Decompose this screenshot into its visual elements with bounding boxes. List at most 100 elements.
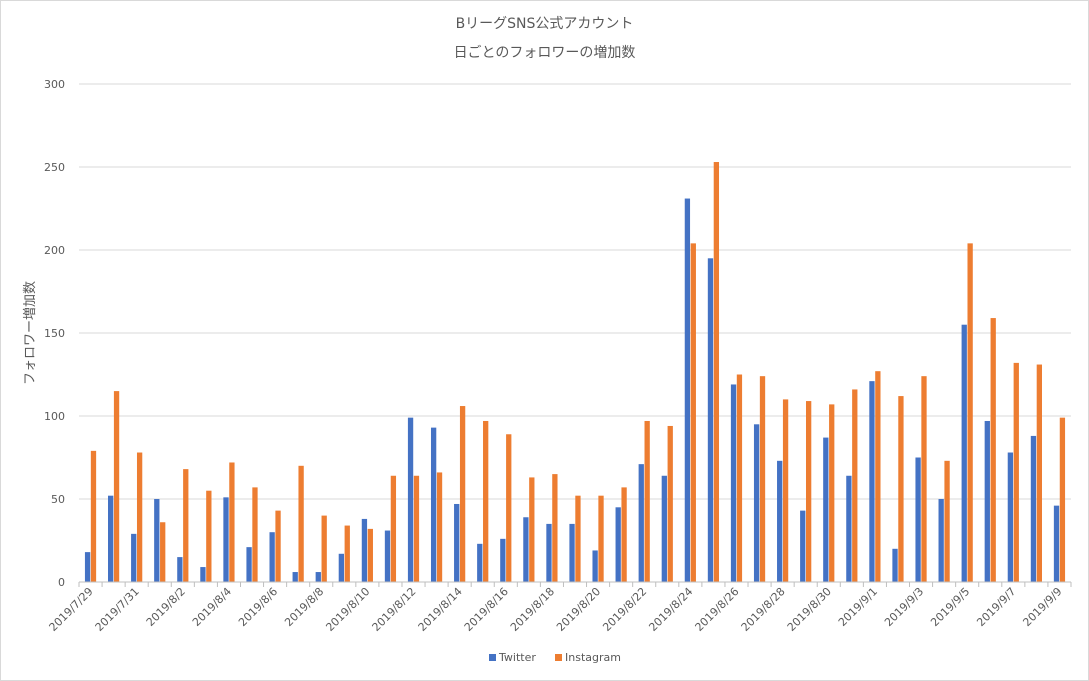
legend-swatch-twitter bbox=[489, 654, 496, 661]
bar-instagram bbox=[206, 490, 212, 582]
bar-twitter bbox=[523, 517, 529, 582]
bar-twitter bbox=[131, 533, 137, 582]
bar-instagram bbox=[921, 376, 927, 582]
bar-instagram bbox=[898, 396, 904, 582]
bar-instagram bbox=[483, 420, 489, 582]
bar-instagram bbox=[829, 404, 835, 582]
x-tick-label: 2019/8/26 bbox=[693, 585, 742, 634]
y-tick-label: 300 bbox=[44, 78, 65, 91]
bar-instagram bbox=[621, 487, 627, 582]
bar-twitter bbox=[546, 523, 552, 582]
legend-label-instagram: Instagram bbox=[565, 651, 621, 664]
bar-instagram bbox=[1059, 417, 1066, 582]
bar-twitter bbox=[753, 424, 760, 582]
bar-instagram bbox=[321, 515, 327, 582]
bar-twitter bbox=[869, 381, 875, 582]
bar-twitter bbox=[223, 497, 229, 582]
bar-instagram bbox=[1036, 364, 1042, 582]
bar-twitter bbox=[984, 420, 990, 582]
bar-instagram bbox=[367, 528, 373, 582]
x-tick-label: 2019/8/22 bbox=[600, 585, 649, 634]
bar-instagram bbox=[413, 475, 420, 582]
x-tick-label: 2019/8/2 bbox=[144, 585, 188, 629]
bar-twitter bbox=[292, 572, 298, 582]
x-tick-label: 2019/8/6 bbox=[236, 585, 280, 629]
bar-twitter bbox=[638, 464, 644, 582]
bar-instagram bbox=[136, 452, 143, 582]
bars bbox=[84, 162, 1066, 583]
bar-twitter bbox=[892, 548, 898, 582]
bar-instagram bbox=[782, 399, 789, 582]
bar-instagram bbox=[160, 522, 166, 582]
bar-twitter bbox=[477, 543, 483, 582]
bar-twitter bbox=[800, 510, 806, 582]
x-tick-label: 2019/9/1 bbox=[836, 585, 880, 629]
bar-twitter bbox=[730, 384, 737, 582]
legend: Twitter Instagram bbox=[489, 651, 621, 664]
bar-twitter bbox=[315, 572, 321, 582]
bar-twitter bbox=[846, 475, 852, 582]
bar-instagram bbox=[298, 465, 304, 582]
bar-instagram bbox=[344, 525, 350, 582]
bar-instagram bbox=[575, 495, 581, 582]
bar-instagram bbox=[736, 374, 743, 582]
y-tick-label: 250 bbox=[44, 161, 65, 174]
bar-instagram bbox=[183, 469, 189, 582]
x-tick-label: 2019/8/10 bbox=[323, 585, 372, 634]
bar-twitter bbox=[246, 547, 252, 582]
bar-instagram bbox=[598, 495, 604, 582]
bar-twitter bbox=[338, 553, 345, 582]
y-tick-label: 0 bbox=[58, 576, 65, 589]
bar-twitter bbox=[269, 532, 275, 582]
bar-twitter bbox=[707, 258, 714, 582]
x-tick-label: 2019/9/3 bbox=[882, 585, 926, 629]
x-tick-label: 2019/8/16 bbox=[462, 585, 511, 634]
bar-twitter bbox=[454, 503, 460, 582]
bar-instagram bbox=[990, 318, 996, 582]
bar-twitter bbox=[615, 507, 621, 582]
bar-twitter bbox=[430, 427, 437, 582]
bar-instagram bbox=[667, 425, 673, 582]
x-tick-label: 2019/8/18 bbox=[508, 585, 557, 634]
bar-twitter bbox=[777, 460, 783, 582]
bar-instagram bbox=[529, 477, 535, 582]
bar-instagram bbox=[759, 376, 766, 582]
bar-instagram bbox=[436, 472, 443, 582]
bar-twitter bbox=[361, 518, 368, 582]
bar-instagram bbox=[875, 371, 881, 582]
bar-instagram bbox=[713, 162, 720, 582]
bar-twitter bbox=[1007, 452, 1014, 582]
x-tick-label: 2019/7/31 bbox=[93, 585, 142, 634]
x-tick-label: 2019/8/4 bbox=[190, 585, 234, 629]
bar-twitter bbox=[569, 523, 575, 582]
legend-label-twitter: Twitter bbox=[498, 651, 536, 664]
bar-twitter bbox=[938, 499, 944, 582]
bar-twitter bbox=[1053, 505, 1060, 582]
bar-twitter bbox=[200, 567, 206, 582]
bar-instagram bbox=[90, 450, 97, 582]
bar-instagram bbox=[113, 391, 120, 582]
bar-instagram bbox=[459, 406, 466, 582]
gridlines bbox=[79, 83, 1071, 500]
bar-twitter bbox=[1030, 435, 1037, 582]
y-tick-label: 200 bbox=[44, 244, 65, 257]
bar-instagram bbox=[506, 434, 512, 582]
bar-twitter bbox=[961, 324, 967, 582]
x-tick-label: 2019/7/29 bbox=[47, 585, 96, 634]
bar-instagram bbox=[252, 487, 258, 582]
bar-instagram bbox=[552, 474, 558, 582]
y-axis-title: フォロワー増加数 bbox=[23, 281, 38, 385]
bar-instagram bbox=[1013, 362, 1019, 582]
chart-subtitle: 日ごとのフォロワーの増加数 bbox=[453, 45, 636, 61]
x-tick-label: 2019/8/12 bbox=[370, 585, 419, 634]
bar-instagram bbox=[229, 462, 235, 582]
x-tick-label: 2019/8/30 bbox=[785, 585, 834, 634]
x-tick-label: 2019/8/20 bbox=[554, 585, 603, 634]
bar-instagram bbox=[805, 401, 812, 582]
bar-twitter bbox=[661, 475, 667, 582]
x-tick-label: 2019/8/28 bbox=[739, 585, 788, 634]
bar-instagram bbox=[390, 475, 397, 582]
bar-twitter bbox=[84, 552, 91, 582]
bar-twitter bbox=[684, 198, 691, 583]
